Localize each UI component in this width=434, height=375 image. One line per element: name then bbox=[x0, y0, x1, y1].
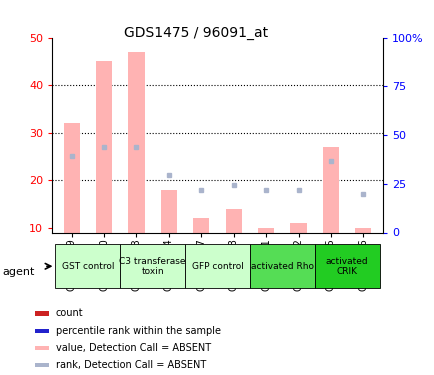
Bar bbox=[355, 228, 371, 232]
Bar bbox=[128, 52, 144, 232]
Text: C3 transferase
toxin: C3 transferase toxin bbox=[119, 256, 185, 276]
Bar bbox=[225, 209, 241, 232]
Text: activated
CRIK: activated CRIK bbox=[325, 256, 368, 276]
Bar bbox=[290, 223, 306, 232]
Bar bbox=[184, 244, 250, 288]
Text: GDS1475 / 96091_at: GDS1475 / 96091_at bbox=[123, 26, 267, 40]
Bar bbox=[314, 244, 379, 288]
Bar bbox=[35, 311, 49, 316]
Bar bbox=[35, 363, 49, 368]
Text: GST control: GST control bbox=[62, 262, 114, 271]
Bar bbox=[55, 244, 120, 288]
Bar bbox=[257, 228, 273, 232]
Bar bbox=[35, 328, 49, 333]
Text: GFP control: GFP control bbox=[191, 262, 243, 271]
Bar bbox=[96, 61, 112, 232]
Text: value, Detection Call = ABSENT: value, Detection Call = ABSENT bbox=[56, 343, 210, 353]
Bar bbox=[120, 244, 184, 288]
Bar bbox=[322, 147, 338, 232]
Text: activated Rho: activated Rho bbox=[250, 262, 313, 271]
Bar bbox=[193, 218, 209, 232]
Bar bbox=[161, 190, 177, 232]
Text: rank, Detection Call = ABSENT: rank, Detection Call = ABSENT bbox=[56, 360, 205, 370]
Bar bbox=[250, 244, 314, 288]
Bar bbox=[35, 346, 49, 350]
Text: percentile rank within the sample: percentile rank within the sample bbox=[56, 326, 220, 336]
Bar bbox=[63, 123, 79, 232]
Text: agent: agent bbox=[2, 267, 34, 277]
Text: count: count bbox=[56, 309, 83, 318]
